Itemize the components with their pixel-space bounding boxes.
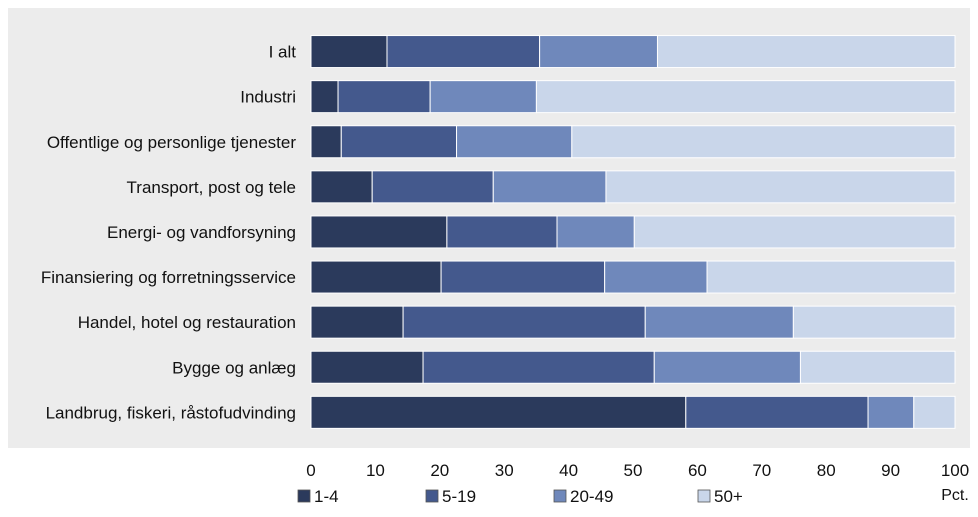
bar-segment-20-49 [604,260,708,294]
bar-segment-1-4 [310,305,404,339]
legend-swatch [297,489,311,503]
bar-segment-50plus [792,305,956,339]
bar-segment-5-19 [340,125,458,159]
bar-segment-50plus [656,35,956,69]
x-tick-label: 80 [817,461,836,480]
bar-segment-5-19 [386,35,541,69]
legend-swatch [553,489,567,503]
bar-segment-20-49 [644,305,794,339]
x-tick-label: 40 [559,461,578,480]
bar-segment-1-4 [310,350,424,384]
legend-label: 20-49 [570,487,613,506]
legend-label: 5-19 [442,487,476,506]
category-label: Finansiering og forretningsservice [41,268,296,287]
bar-segment-50plus [535,80,956,114]
legend-swatch [425,489,439,503]
bar-segment-20-49 [429,80,537,114]
category-label: Bygge og anlæg [172,358,296,377]
legend-swatch [697,489,711,503]
bar-segment-50plus [571,125,956,159]
x-unit-label: Pct. [941,487,969,504]
x-tick-label: 0 [306,461,315,480]
bar-segment-50plus [605,170,956,204]
category-label: Transport, post og tele [127,178,296,197]
x-tick-label: 20 [430,461,449,480]
x-tick-label: 90 [881,461,900,480]
bar-segment-50plus [633,215,956,249]
bar-segment-20-49 [492,170,607,204]
x-tick-label: 10 [366,461,385,480]
bar-segment-1-4 [310,395,687,429]
bar-segment-20-49 [653,350,801,384]
bar-segment-1-4 [310,80,339,114]
bar-segment-20-49 [867,395,915,429]
category-label: Handel, hotel og restauration [78,313,296,332]
category-label: Energi- og vandforsyning [107,223,296,242]
category-label: Industri [240,88,296,107]
bar-segment-1-4 [310,125,342,159]
legend-label: 1-4 [314,487,339,506]
bar-segment-20-49 [539,35,658,69]
x-tick-label: 50 [624,461,643,480]
bar-segment-1-4 [310,215,448,249]
bar-segment-50plus [706,260,956,294]
bar-segment-5-19 [446,215,558,249]
bar-segment-50plus [799,350,956,384]
bar-segment-5-19 [337,80,431,114]
bar-segment-5-19 [371,170,494,204]
bar-segment-5-19 [402,305,646,339]
bar-segment-1-4 [310,35,388,69]
bar-segment-1-4 [310,170,373,204]
bar-segment-1-4 [310,260,442,294]
bar-segment-5-19 [440,260,606,294]
category-label: Landbrug, fiskeri, råstofudvinding [46,403,296,422]
x-tick-label: 70 [752,461,771,480]
x-tick-label: 60 [688,461,707,480]
bar-segment-5-19 [685,395,869,429]
bar-segment-20-49 [556,215,635,249]
bar-segment-5-19 [422,350,655,384]
category-label: I alt [269,43,297,62]
x-tick-label: 30 [495,461,514,480]
legend-label: 50+ [714,487,743,506]
category-label: Offentlige og personlige tjenester [47,133,297,152]
bar-segment-50plus [913,395,956,429]
x-tick-label: 100 [941,461,969,480]
bar-segment-20-49 [456,125,573,159]
